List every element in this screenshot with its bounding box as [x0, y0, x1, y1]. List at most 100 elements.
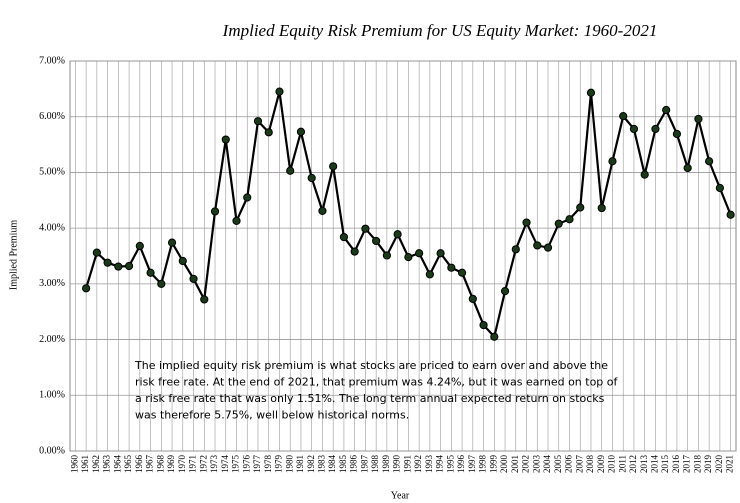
- x-tick-label: 2003: [531, 455, 541, 474]
- point: [393, 230, 402, 239]
- point: [286, 166, 295, 175]
- x-tick-label: 1986: [349, 455, 359, 474]
- point: [694, 114, 703, 124]
- x-tick-label: 1976: [241, 455, 251, 474]
- point: [436, 249, 445, 258]
- x-tick-label: 1971: [188, 455, 198, 473]
- point: [490, 332, 499, 341]
- point: [619, 112, 628, 121]
- y-tick-label: 0.00%: [39, 445, 65, 456]
- point: [533, 241, 542, 250]
- point: [372, 236, 381, 246]
- point: [146, 268, 155, 277]
- chart-title: Implied Equity Risk Premium for US Equit…: [222, 21, 658, 40]
- point: [457, 268, 467, 277]
- x-tick-label: 2021: [725, 455, 735, 473]
- point: [447, 263, 456, 272]
- y-tick-label: 7.00%: [39, 55, 65, 66]
- x-tick-label: 1963: [102, 455, 112, 474]
- point: [210, 207, 220, 216]
- x-tick-label: 2016: [671, 455, 681, 474]
- x-tick-label: 1988: [370, 455, 380, 474]
- point: [243, 193, 252, 202]
- annotation: The implied equity risk premium is what …: [134, 359, 608, 372]
- point: [672, 129, 682, 139]
- x-tick-label: 1972: [198, 455, 208, 473]
- x-tick-label: 1985: [338, 455, 348, 474]
- x-tick-label: 1998: [478, 455, 488, 474]
- x-tick-label: 2015: [660, 455, 670, 474]
- x-tick-label: 1973: [209, 455, 219, 474]
- point: [157, 279, 166, 288]
- x-tick-label: 1964: [112, 455, 122, 474]
- x-tick-label: 1993: [424, 455, 434, 474]
- point: [200, 295, 209, 304]
- x-tick-label: 1966: [134, 455, 144, 474]
- x-tick-label: 1997: [467, 455, 477, 474]
- x-tick-label: 1984: [327, 455, 337, 474]
- point: [479, 320, 488, 330]
- point: [318, 206, 327, 215]
- point: [221, 135, 230, 144]
- point: [608, 157, 617, 166]
- y-tick-label: 1.00%: [39, 390, 65, 401]
- y-tick-label: 6.00%: [39, 111, 65, 122]
- x-tick-label: 2018: [692, 455, 702, 474]
- point: [651, 124, 660, 134]
- x-tick-label: 2014: [649, 455, 659, 474]
- point: [275, 87, 284, 96]
- x-tick-label: 1978: [263, 455, 273, 474]
- x-tick-label: 1987: [359, 455, 369, 474]
- x-tick-label: 1961: [80, 455, 90, 473]
- x-tick-label: 1999: [488, 455, 498, 474]
- y-tick-label: 4.00%: [39, 222, 65, 233]
- point: [253, 117, 263, 126]
- point: [135, 241, 144, 251]
- x-tick-label: 1965: [123, 455, 133, 474]
- x-tick-label: 1982: [306, 455, 316, 473]
- x-tick-label: 1992: [413, 455, 423, 473]
- x-tick-label: 1996: [456, 455, 466, 474]
- x-tick-label: 2020: [714, 455, 724, 474]
- x-tick-label: 1990: [392, 455, 402, 474]
- point: [124, 261, 134, 271]
- point: [415, 249, 424, 258]
- x-tick-label: 1975: [231, 455, 241, 474]
- y-tick-label: 3.00%: [39, 278, 65, 289]
- point: [500, 287, 510, 296]
- point: [307, 173, 316, 183]
- point: [705, 157, 714, 166]
- annotation: was therefore 5.75%, well below historic…: [135, 409, 409, 422]
- annotation: risk free rate. At the end of 2021, that…: [135, 376, 619, 389]
- point: [296, 127, 306, 136]
- x-tick-label: 2010: [607, 455, 617, 474]
- point: [565, 215, 574, 224]
- point: [82, 284, 91, 293]
- point: [425, 270, 434, 279]
- point: [350, 247, 359, 256]
- point: [597, 203, 606, 213]
- x-tick-label: 1981: [295, 455, 305, 473]
- y-tick-label: 2.00%: [39, 334, 65, 345]
- point: [189, 274, 198, 283]
- x-tick-label: 1983: [316, 455, 326, 474]
- x-tick-label: 2019: [703, 455, 713, 474]
- point: [178, 256, 187, 266]
- point: [629, 124, 639, 134]
- x-tick-label: 1962: [91, 455, 101, 473]
- point: [92, 248, 101, 257]
- annotation: a risk free rate that was only 1.51%. Th…: [135, 392, 605, 405]
- point: [404, 253, 413, 262]
- point: [339, 232, 349, 242]
- x-tick-label: 1969: [166, 455, 176, 474]
- point: [382, 251, 391, 260]
- x-tick-label: 1994: [435, 455, 445, 474]
- y-axis-label: Implied Premium: [8, 220, 19, 290]
- point: [103, 258, 112, 267]
- x-tick-label: 1960: [69, 455, 79, 474]
- point: [640, 170, 649, 179]
- point: [232, 216, 241, 225]
- x-tick-label: 1970: [177, 455, 187, 474]
- point: [554, 219, 563, 228]
- y-tick-label: 5.00%: [39, 167, 65, 178]
